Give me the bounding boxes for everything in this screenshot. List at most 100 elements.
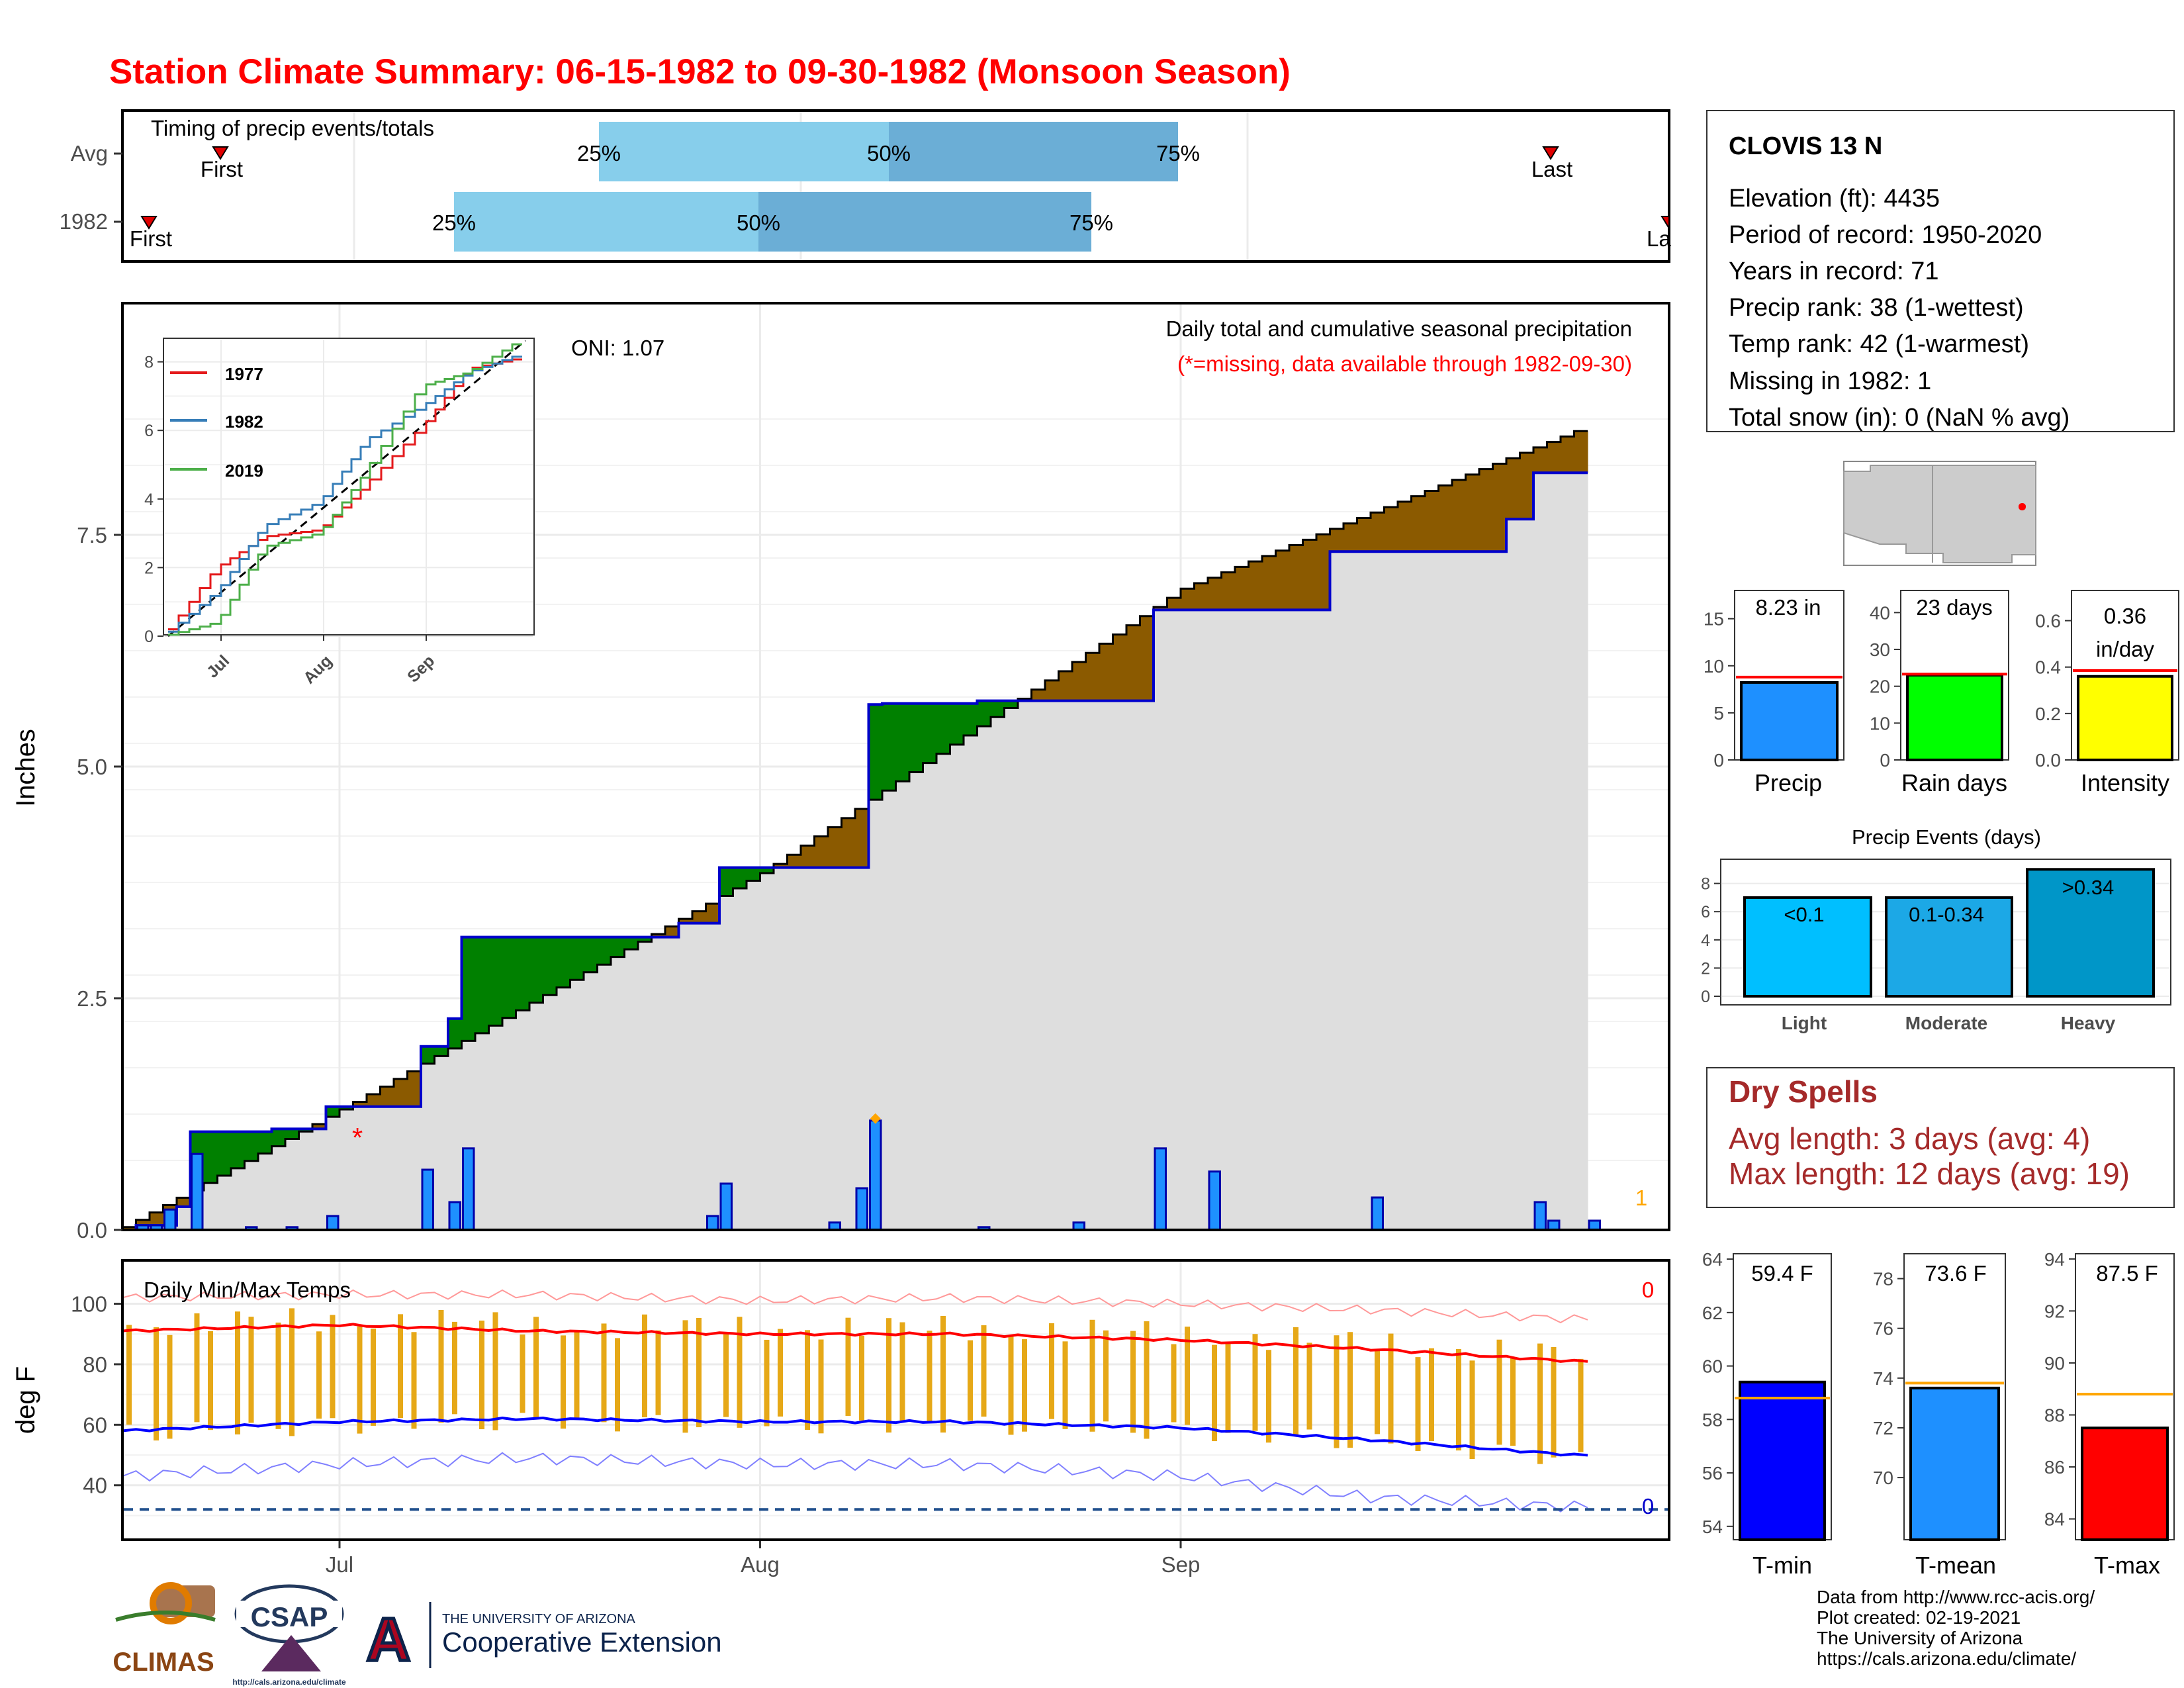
above-avg-area [488, 937, 503, 1026]
daily-precip-bar [1533, 1201, 1547, 1231]
below-avg-area [678, 919, 693, 923]
daily-temp-range-bar [316, 1331, 322, 1419]
cumulative-base-area [1574, 473, 1588, 1231]
summary-value-bar [1740, 680, 1839, 762]
daily-temp-range-bar [520, 1334, 525, 1413]
yr-p25-label: 25% [432, 211, 476, 235]
daily-precip-bar [869, 1119, 882, 1231]
precip-ylabel: Inches [11, 729, 40, 807]
cumulative-base-area [1384, 551, 1398, 1231]
summary-value-bar [1906, 674, 2003, 761]
below-avg-area [1275, 550, 1290, 610]
events-y-tick-label: 2 [1701, 959, 1710, 978]
avg-first-marker [212, 146, 229, 160]
cumulative-base-area [678, 923, 693, 1230]
cumulative-base-area [624, 949, 639, 1230]
event-heavy-label: Heavy [2061, 1013, 2116, 1033]
below-avg-area [380, 1086, 394, 1107]
daily-temp-range-bar [818, 1339, 824, 1434]
above-avg-area [543, 937, 557, 996]
station-name: CLOVIS 13 N [1729, 132, 1882, 160]
record-max-line [122, 1289, 1588, 1324]
temp-summary-tick-label: 84 [2044, 1509, 2065, 1530]
cumulative-base-area [543, 995, 557, 1230]
station-period: Period of record: 1950-2020 [1729, 221, 2042, 249]
daily-temp-range-bar [940, 1315, 946, 1433]
below-avg-area [1316, 534, 1330, 610]
below-avg-area [1302, 539, 1317, 610]
daily-temp-range-bar [1212, 1344, 1217, 1442]
above-avg-area [991, 700, 1005, 718]
daily-temp-range-bar [927, 1331, 933, 1423]
above-avg-area [733, 867, 747, 889]
below-avg-area [1167, 598, 1181, 610]
above-avg-area [895, 703, 910, 782]
below-avg-area [1072, 662, 1086, 701]
temp-summary-tick-label: 86 [2044, 1457, 2065, 1477]
daily-temp-range-bar [1347, 1332, 1353, 1448]
ua-logo: A THE UNIVERSITY OF ARIZONA Cooperative … [365, 1602, 722, 1675]
inset-series-2019 [168, 343, 522, 636]
below-avg-area [1140, 616, 1154, 701]
below-avg-area [1479, 469, 1493, 552]
daily-temp-range-bar [899, 1322, 905, 1423]
above-avg-area [557, 937, 570, 988]
summary-intensity-unit: in/day [2096, 637, 2155, 661]
cumulative-base-area [394, 1106, 408, 1230]
cumulative-base-area [380, 1106, 394, 1230]
daily-temp-range-bar [275, 1322, 281, 1429]
timing-row-year-label: 1982 [60, 209, 108, 234]
summary-y-tick-label: 0.2 [2035, 704, 2061, 724]
daily-temp-range-bar [533, 1317, 539, 1420]
ua-line2: Cooperative Extension [442, 1626, 722, 1658]
year-cumulative-line [122, 471, 1588, 1231]
yr-p50-label: 50% [737, 211, 780, 235]
summary-intensity-value: 0.36 [2104, 604, 2146, 628]
above-avg-area [1004, 700, 1019, 708]
below-avg-area [1181, 588, 1195, 610]
cumulative-base-area [1031, 700, 1046, 1230]
cumulative-base-area [705, 923, 720, 1230]
max-precip-marker [870, 1113, 881, 1124]
cumulative-base-area [760, 873, 774, 1230]
inset-y-tick-label: 6 [144, 422, 154, 440]
cumulative-base-area [298, 1131, 313, 1230]
daily-temp-range-bar [438, 1309, 444, 1423]
summary-precip-label: Precip [1754, 769, 1822, 796]
temp-summary-tick-label: 76 [1873, 1319, 1893, 1339]
inset-y-tick-label: 0 [144, 628, 154, 646]
temp-summary-tick-label: 60 [1702, 1356, 1723, 1377]
ua-line1: THE UNIVERSITY OF ARIZONA [442, 1612, 636, 1626]
above-avg-area [421, 1046, 435, 1064]
avg-first-label: First [201, 157, 243, 181]
daily-temp-range-bar [764, 1339, 770, 1427]
inset-series-1982 [168, 355, 522, 633]
summary-y-tick-label: 5 [1713, 703, 1724, 724]
legend-1977-label: 1977 [225, 364, 263, 384]
temp-summary-bar [2081, 1427, 2169, 1541]
cumulative-base-area [733, 888, 747, 1230]
above-avg-area [747, 867, 760, 881]
daily-temp-range-bar [1252, 1334, 1258, 1431]
inset-y-tick-label: 2 [144, 559, 154, 577]
below-avg-area [1289, 545, 1303, 610]
event-bar-moderate [1885, 896, 2013, 998]
temp-summary-bar [1739, 1380, 1826, 1542]
avg-last-label: Last [1531, 157, 1572, 181]
avg-cumulative-line [122, 430, 1588, 1229]
cumulative-base-area [584, 972, 598, 1230]
cumulative-base-area [434, 1056, 449, 1230]
daily-temp-range-bar [1130, 1331, 1136, 1433]
temp-summary-tick-label: 94 [2044, 1249, 2065, 1270]
cumulative-base-area [516, 1010, 530, 1230]
station-temp-rank: Temp rank: 42 (1-warmest) [1729, 330, 2029, 358]
cumulative-base-area [285, 1139, 299, 1230]
tmin-value: 59.4 F [1751, 1261, 1813, 1286]
above-avg-area [624, 937, 639, 950]
precip-events-chart: Precip Events (days) 0 2 4 6 8 <0.1 0.1-0.34… [1701, 825, 2171, 1033]
locator-map [1843, 461, 2036, 566]
temp-summary-tick-label: 92 [2044, 1301, 2065, 1321]
inset-legend: 1977 1982 2019 [170, 364, 263, 481]
daily-temp-range-bar [1171, 1344, 1177, 1423]
cumulative-base-area [312, 1129, 326, 1230]
